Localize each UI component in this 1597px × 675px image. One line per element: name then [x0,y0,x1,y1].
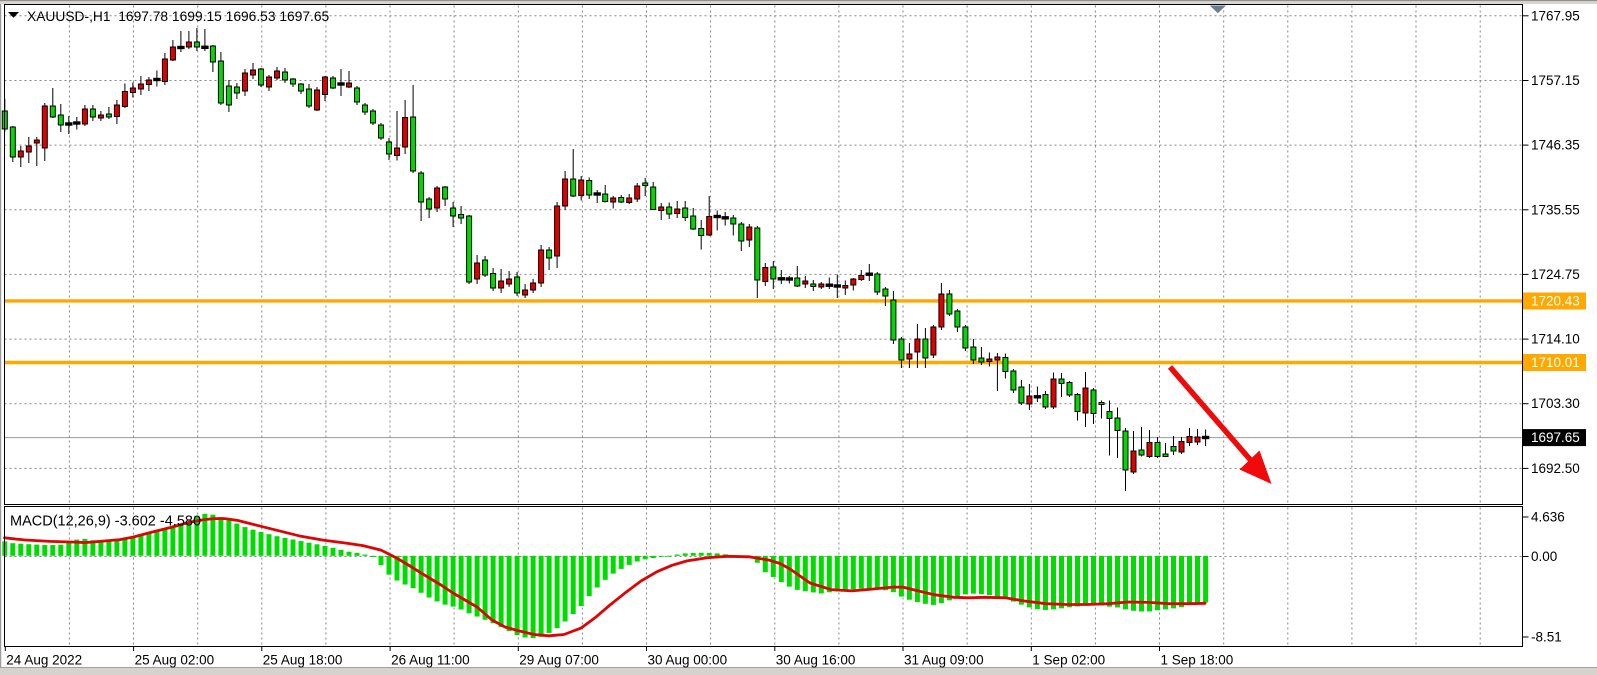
svg-text:31 Aug 09:00: 31 Aug 09:00 [904,653,984,668]
svg-text:1746.35: 1746.35 [1531,138,1580,153]
svg-text:26 Aug 11:00: 26 Aug 11:00 [391,653,470,668]
svg-text:1714.10: 1714.10 [1531,332,1580,347]
svg-text:25 Aug 18:00: 25 Aug 18:00 [263,653,343,668]
svg-text:1 Sep 18:00: 1 Sep 18:00 [1161,653,1234,668]
svg-text:0.00: 0.00 [1531,549,1557,564]
svg-text:30 Aug 16:00: 30 Aug 16:00 [776,653,856,668]
svg-text:30 Aug 00:00: 30 Aug 00:00 [648,653,728,668]
svg-text:1767.95: 1767.95 [1531,8,1580,23]
svg-text:1724.75: 1724.75 [1531,267,1580,282]
svg-text:1710.01: 1710.01 [1531,355,1580,370]
svg-text:1 Sep 02:00: 1 Sep 02:00 [1032,653,1105,668]
svg-text:1735.55: 1735.55 [1531,202,1580,217]
svg-text:25 Aug 02:00: 25 Aug 02:00 [135,653,215,668]
svg-text:29 Aug 07:00: 29 Aug 07:00 [519,653,599,668]
svg-text:1703.30: 1703.30 [1531,396,1580,411]
svg-text:4.636: 4.636 [1531,510,1565,525]
svg-text:MACD(12,26,9) -3.602 -4.580: MACD(12,26,9) -3.602 -4.580 [10,514,201,530]
svg-text:-8.51: -8.51 [1531,630,1562,645]
svg-text:XAUUSD-,H1 1697.78 1699.15 16: XAUUSD-,H1 1697.78 1699.15 1696.53 1697.… [27,9,330,24]
svg-text:1757.15: 1757.15 [1531,73,1580,88]
svg-text:1697.65: 1697.65 [1531,430,1580,445]
svg-text:1692.50: 1692.50 [1531,461,1580,476]
svg-text:24 Aug 2022: 24 Aug 2022 [6,653,82,668]
svg-text:1720.43: 1720.43 [1531,294,1580,309]
